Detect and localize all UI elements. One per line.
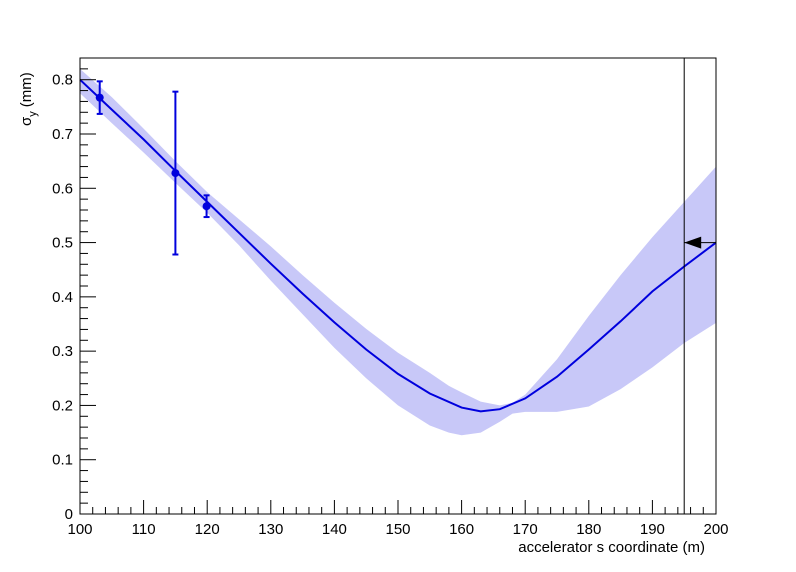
x-tick-label: 170 — [513, 521, 538, 538]
x-tick-label: 160 — [449, 521, 474, 538]
y-axis-unit: (mm) — [18, 72, 35, 107]
x-tick-label: 150 — [385, 521, 410, 538]
y-tick-label: 0.7 — [52, 126, 73, 143]
measurement-points-layer — [95, 80, 211, 256]
fit-curve-layer — [79, 78, 717, 413]
x-tick-label: 190 — [640, 521, 665, 538]
y-tick-label: 0.5 — [52, 235, 73, 252]
uncertainty-band — [80, 68, 716, 436]
data-point — [202, 202, 211, 211]
x-tick-label: 110 — [132, 521, 156, 538]
measurement-point — [95, 80, 104, 115]
y-tick-label: 0.4 — [52, 289, 73, 306]
y-axis-symbol: σ — [18, 116, 35, 126]
y-axis-subscript: y — [27, 111, 39, 117]
y-axis-label: σy (mm) — [18, 72, 39, 126]
y-tick-label: 0.6 — [52, 180, 73, 197]
x-tick-label: 120 — [195, 521, 220, 538]
measurement-point — [171, 90, 180, 256]
x-axis-label: accelerator s coordinate (m) — [518, 539, 705, 556]
x-tick-label: 180 — [576, 521, 601, 538]
measurement-point — [202, 194, 211, 219]
y-tick-label: 0.2 — [52, 397, 73, 414]
y-tick-label: 0.3 — [52, 343, 73, 360]
arrow-head — [684, 236, 702, 249]
y-tick-label: 0.1 — [52, 452, 73, 469]
x-tick-label: 140 — [322, 521, 347, 538]
data-point — [171, 169, 180, 178]
axes-layer: 100 110 120 130 140 150 160 170 180 190 200 0 0.1 0.2… — [52, 57, 729, 538]
data-point — [95, 93, 104, 102]
uncertainty-band-layer — [80, 68, 716, 436]
fit-curve — [79, 78, 717, 413]
y-tick-label: 0.8 — [52, 72, 73, 89]
x-tick-label: 100 — [67, 521, 92, 538]
x-tick-label: 130 — [258, 521, 283, 538]
marker-layer — [683, 58, 716, 514]
x-tick-label: 200 — [703, 521, 728, 538]
y-tick-label: 0 — [65, 506, 73, 523]
